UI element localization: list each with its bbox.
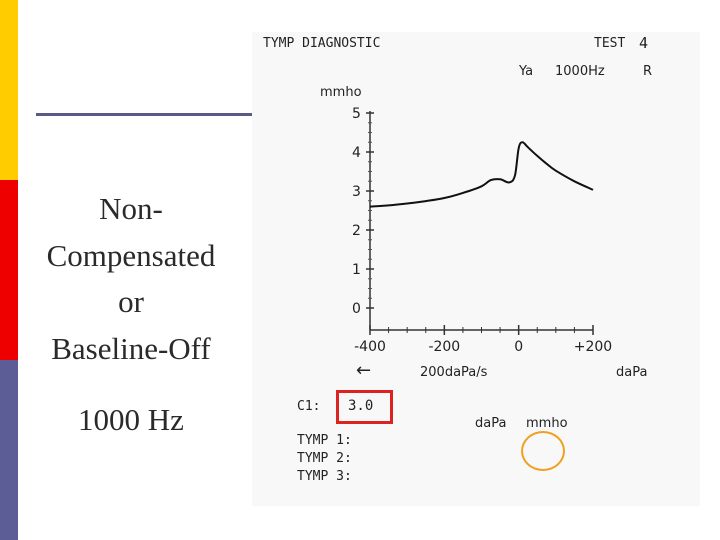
x-tick-label: -200	[428, 339, 460, 355]
test-number: 4	[639, 34, 649, 52]
accent-bar-yellow	[0, 0, 18, 180]
tymp-row-1: TYMP 1:	[297, 433, 352, 448]
table-header-dapa: daPa	[475, 416, 507, 431]
printout-header: TYMP DIAGNOSTIC	[263, 36, 381, 51]
slide-subtitle: 1000 Hz	[78, 402, 184, 437]
admittance-curve	[369, 141, 594, 208]
tymp-row-2: TYMP 2:	[297, 451, 352, 466]
table-header-mmho: mmho	[526, 416, 568, 431]
y-tick-label: 2	[352, 223, 361, 239]
ear-label: R	[643, 64, 653, 79]
c1-label: C1:	[297, 399, 321, 414]
y-axis: 0 1 2 3 4 5	[352, 106, 374, 330]
accent-bar-red	[0, 180, 18, 360]
y-tick-label: 3	[352, 184, 361, 200]
y-tick-label: 5	[352, 106, 361, 122]
test-label: TEST	[594, 36, 626, 51]
x-tick-label: 0	[514, 339, 523, 355]
x-axis: -400 -200 0 +200	[354, 325, 612, 355]
x-tick-label: -400	[354, 339, 386, 355]
y-tick-label: 1	[352, 262, 361, 278]
tympanogram-printout	[252, 32, 700, 506]
x-axis-label: daPa	[616, 365, 647, 380]
frequency-label: 1000Hz	[555, 64, 605, 79]
slide-title: Non- Compensated or Baseline-Off	[46, 191, 216, 366]
tymp-row-3: TYMP 3:	[297, 469, 352, 484]
sweep-rate-label: 200daPa/s	[420, 365, 488, 380]
sweep-arrow: ←	[356, 360, 371, 381]
y-axis-label: mmho	[320, 85, 362, 100]
c1-highlight-box	[336, 390, 393, 424]
title-divider	[36, 113, 252, 116]
highlight-circle	[521, 431, 565, 471]
accent-bar-purple	[0, 360, 18, 540]
x-tick-label: +200	[574, 339, 612, 355]
probe-label: Ya	[519, 64, 534, 79]
y-tick-label: 4	[352, 145, 361, 161]
y-tick-label: 0	[352, 301, 361, 317]
c1-value: 3.0	[348, 398, 374, 414]
